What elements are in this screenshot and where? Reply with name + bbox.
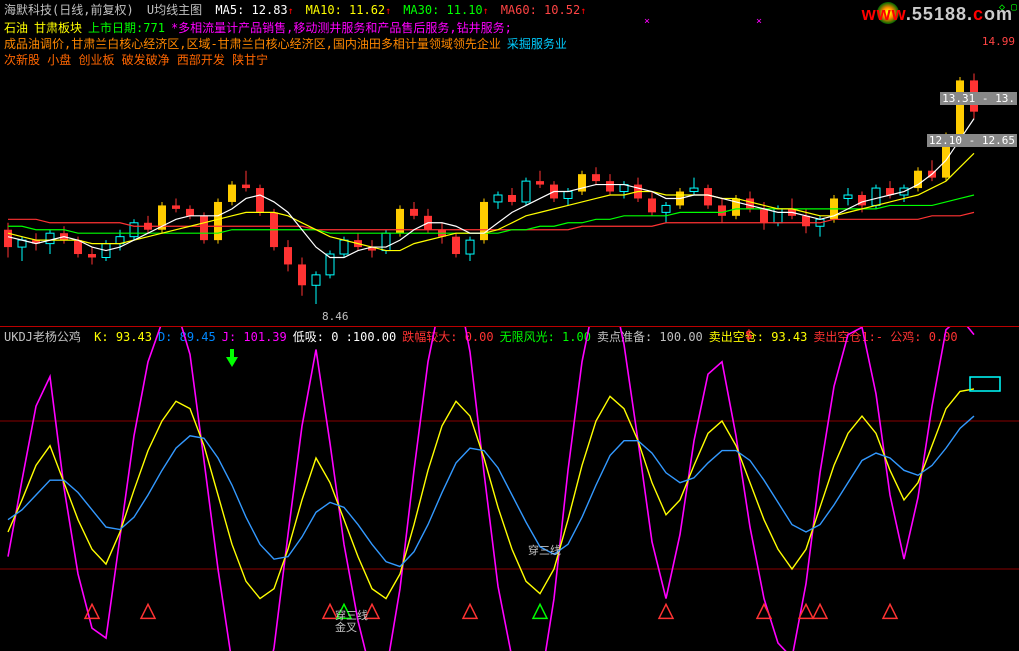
price-axis-label: 14.99 [980,35,1017,48]
kdj-annotation: 穿三线 [528,542,561,558]
svg-text:$: $ [745,328,753,343]
svg-text:×: × [644,16,650,27]
price-axis-label: 12.10 - 12.65 [927,134,1017,147]
candlestick-chart[interactable]: ×× [0,0,1019,326]
svg-text:×: × [756,16,762,27]
kdj-annotation: 金叉 [335,619,357,635]
candlestick-panel[interactable]: 海默科技(日线,前复权) U均线主图 MA5: 12.83↑MA10: 11.6… [0,0,1019,327]
price-annotation: 8.46 [322,310,349,323]
price-axis-label: 13.31 - 13. [940,92,1017,105]
kdj-chart[interactable]: $ [0,327,1019,651]
kdj-panel[interactable]: UKDJ老杨公鸡 K: 93.43D: 89.45J: 101.39低吸: 0 … [0,327,1019,651]
